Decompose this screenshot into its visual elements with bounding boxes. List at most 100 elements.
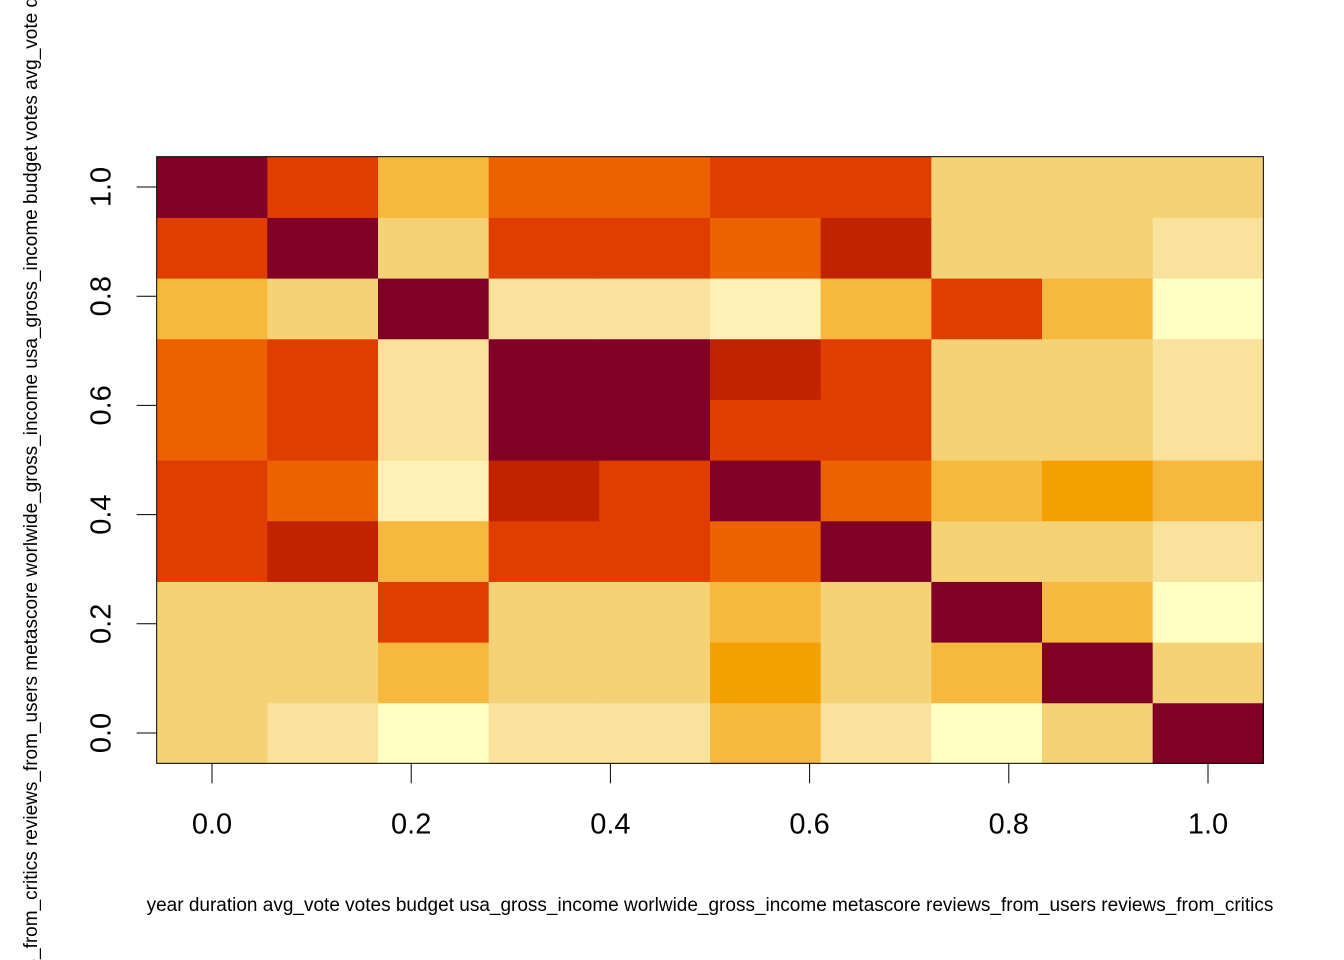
y-tick-label: 0.0 <box>86 713 118 753</box>
heat-cell <box>599 278 711 340</box>
heat-cell <box>931 581 1043 643</box>
heat-cell <box>1152 520 1264 582</box>
heat-cell <box>931 520 1043 582</box>
heat-cell <box>1152 338 1264 400</box>
heat-cell <box>267 338 379 400</box>
heat-cell <box>267 278 379 340</box>
heat-cell <box>820 460 932 522</box>
heat-cell <box>931 702 1043 764</box>
heat-cell <box>820 278 932 340</box>
heat-cell <box>488 460 600 522</box>
heat-cell <box>820 702 932 764</box>
heat-cell <box>820 642 932 704</box>
y-axis-label: reviews_from_critics reviews_from_users … <box>21 0 42 960</box>
heat-cell <box>710 338 822 400</box>
heat-cell <box>378 217 490 279</box>
heat-cell <box>378 338 490 400</box>
heat-cell <box>378 278 490 340</box>
heat-cell <box>599 642 711 704</box>
y-tick-label: 0.6 <box>86 385 118 425</box>
heat-cell <box>267 581 379 643</box>
heat-cell <box>267 399 379 461</box>
heat-cell <box>1152 217 1264 279</box>
heat-cell <box>599 460 711 522</box>
x-tick-label: 1.0 <box>1188 808 1228 840</box>
heat-cell <box>1152 156 1264 218</box>
heat-cell <box>931 642 1043 704</box>
heat-cell <box>267 217 379 279</box>
heat-cell <box>267 520 379 582</box>
heat-cell <box>931 460 1043 522</box>
heat-cell <box>710 702 822 764</box>
heat-cell <box>1042 460 1154 522</box>
heat-cell <box>599 702 711 764</box>
heat-cell <box>931 338 1043 400</box>
heat-cell <box>378 702 490 764</box>
heat-cell <box>378 156 490 218</box>
heat-cell <box>488 399 600 461</box>
x-tick-label: 0.8 <box>989 808 1029 840</box>
heat-cell <box>1042 581 1154 643</box>
heat-cell <box>488 156 600 218</box>
heat-cell <box>1042 399 1154 461</box>
heat-cell <box>599 156 711 218</box>
heat-cell <box>710 581 822 643</box>
heat-cell <box>156 581 268 643</box>
x-tick-label: 0.0 <box>192 808 232 840</box>
plot-frame <box>156 156 1264 764</box>
heat-cell <box>156 399 268 461</box>
heat-cell <box>156 278 268 340</box>
heat-cell <box>1152 581 1264 643</box>
heat-cell <box>820 520 932 582</box>
heat-cell <box>488 338 600 400</box>
heat-cell <box>599 217 711 279</box>
heat-cell <box>267 642 379 704</box>
x-axis-label: year duration avg_vote votes budget usa_… <box>147 895 1274 916</box>
heat-cell <box>1042 156 1154 218</box>
heat-cell <box>488 642 600 704</box>
heat-cell <box>1152 399 1264 461</box>
heat-cell <box>1042 702 1154 764</box>
heat-cell <box>820 581 932 643</box>
heat-cell <box>931 399 1043 461</box>
heat-cell <box>710 642 822 704</box>
heat-cell <box>820 217 932 279</box>
heat-cell <box>156 338 268 400</box>
heat-cell <box>599 338 711 400</box>
y-tick-label: 0.4 <box>86 494 118 534</box>
heat-cell <box>710 460 822 522</box>
heat-cell <box>820 156 932 218</box>
heat-cell <box>267 702 379 764</box>
heat-cell <box>931 156 1043 218</box>
heat-cell <box>1152 702 1264 764</box>
heat-cell <box>156 702 268 764</box>
y-tick-label: 0.2 <box>86 604 118 644</box>
heat-cell <box>156 156 268 218</box>
heat-cell <box>1042 278 1154 340</box>
heat-cell <box>378 399 490 461</box>
heat-cell <box>1152 278 1264 340</box>
x-tick-label: 0.4 <box>590 808 630 840</box>
heat-cell <box>378 460 490 522</box>
heat-cell <box>156 520 268 582</box>
heat-cell <box>710 278 822 340</box>
heat-cell <box>710 156 822 218</box>
y-tick-label: 1.0 <box>86 167 118 207</box>
heat-cell <box>488 278 600 340</box>
heat-cell <box>488 217 600 279</box>
heat-cell <box>599 399 711 461</box>
heat-cell <box>156 642 268 704</box>
heat-cell <box>1042 217 1154 279</box>
heat-cell <box>710 399 822 461</box>
heat-cell <box>1042 642 1154 704</box>
x-tick-label: 0.2 <box>391 808 431 840</box>
heat-cell <box>378 642 490 704</box>
heat-cell <box>488 520 600 582</box>
heat-cell <box>599 581 711 643</box>
heat-cell <box>820 338 932 400</box>
heat-cell <box>156 460 268 522</box>
heat-cell <box>488 581 600 643</box>
heat-cell <box>710 520 822 582</box>
heat-cell <box>1042 520 1154 582</box>
